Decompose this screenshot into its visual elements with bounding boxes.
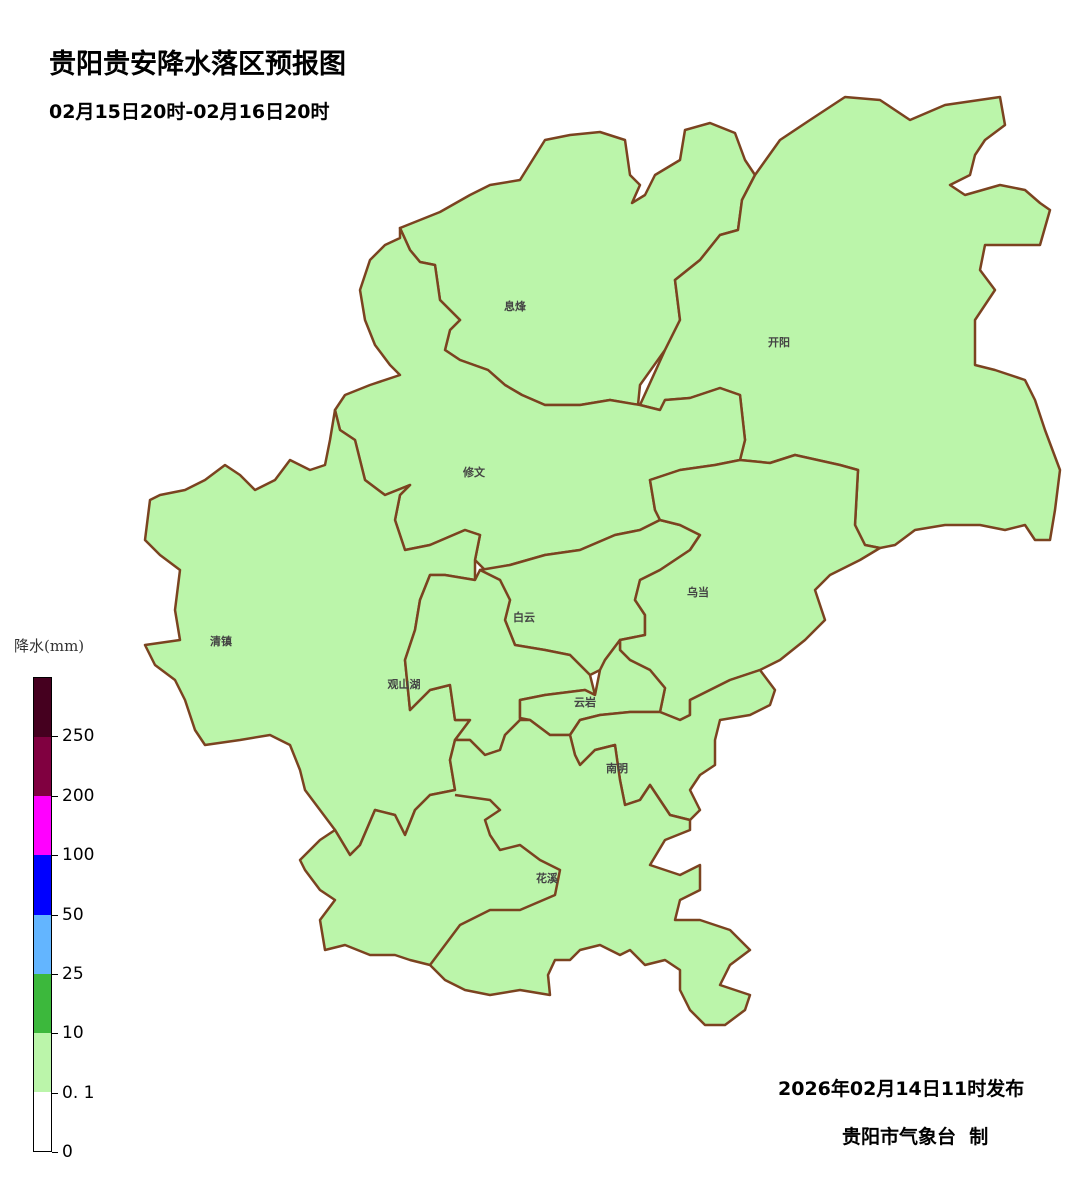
legend-swatch <box>34 796 51 856</box>
legend-title: 降水(mm) <box>14 637 85 655</box>
legend-swatch <box>34 737 51 797</box>
legend-tick-label: 200 <box>62 785 95 806</box>
district-label-wudang: 乌当 <box>687 585 709 599</box>
legend-swatch <box>34 973 51 1033</box>
issue-time: 2026年02月14日11时发布 <box>778 1078 1025 1100</box>
legend-tick-mark <box>52 1092 58 1094</box>
legend-tick-label: 25 <box>62 963 84 984</box>
district-huaxi <box>298 718 752 1027</box>
district-label-nanming: 南明 <box>606 761 628 775</box>
legend-tick-label: 0 <box>62 1142 73 1162</box>
legend-tick-label: 0. 1 <box>62 1082 95 1103</box>
legend-tick-label: 50 <box>62 904 84 925</box>
district-label-kaiyang: 开阳 <box>768 335 790 349</box>
district-label-huaxi: 花溪 <box>536 871 559 885</box>
district-label-yunyan: 云岩 <box>574 695 596 709</box>
legend-tick-mark <box>52 736 58 738</box>
legend-tick-mark <box>52 914 58 916</box>
legend-tick-label: 10 <box>62 1023 84 1044</box>
legend-colorbar <box>33 677 52 1152</box>
map-title: 贵阳贵安降水落区预报图 <box>49 49 346 80</box>
district-label-baiyun: 白云 <box>513 610 535 624</box>
legend-tick-mark <box>52 973 58 975</box>
legend-swatch <box>34 914 51 974</box>
district-label-guanshanhu: 观山湖 <box>388 677 421 691</box>
issuing-agency: 贵阳市气象台 制 <box>842 1126 989 1148</box>
legend-swatch <box>34 1032 51 1092</box>
internal-boundary <box>429 793 562 966</box>
legend-swatch <box>34 678 51 738</box>
legend-tick-mark <box>52 1152 58 1153</box>
legend-swatch <box>34 1091 51 1151</box>
legend-tick-label: 100 <box>62 845 95 866</box>
forecast-period: 02月15日20时-02月16日20时 <box>49 101 330 123</box>
legend-tick-mark <box>52 855 58 857</box>
district-label-xiuwen: 修文 <box>462 465 486 479</box>
legend-tick-label: 250 <box>62 726 95 747</box>
district-label-qingzhen: 清镇 <box>210 634 232 648</box>
legend-tick-mark <box>52 1033 58 1035</box>
district-label-xifeng: 息烽 <box>504 299 527 313</box>
legend-tick-mark <box>52 795 58 797</box>
legend-swatch <box>34 855 51 915</box>
